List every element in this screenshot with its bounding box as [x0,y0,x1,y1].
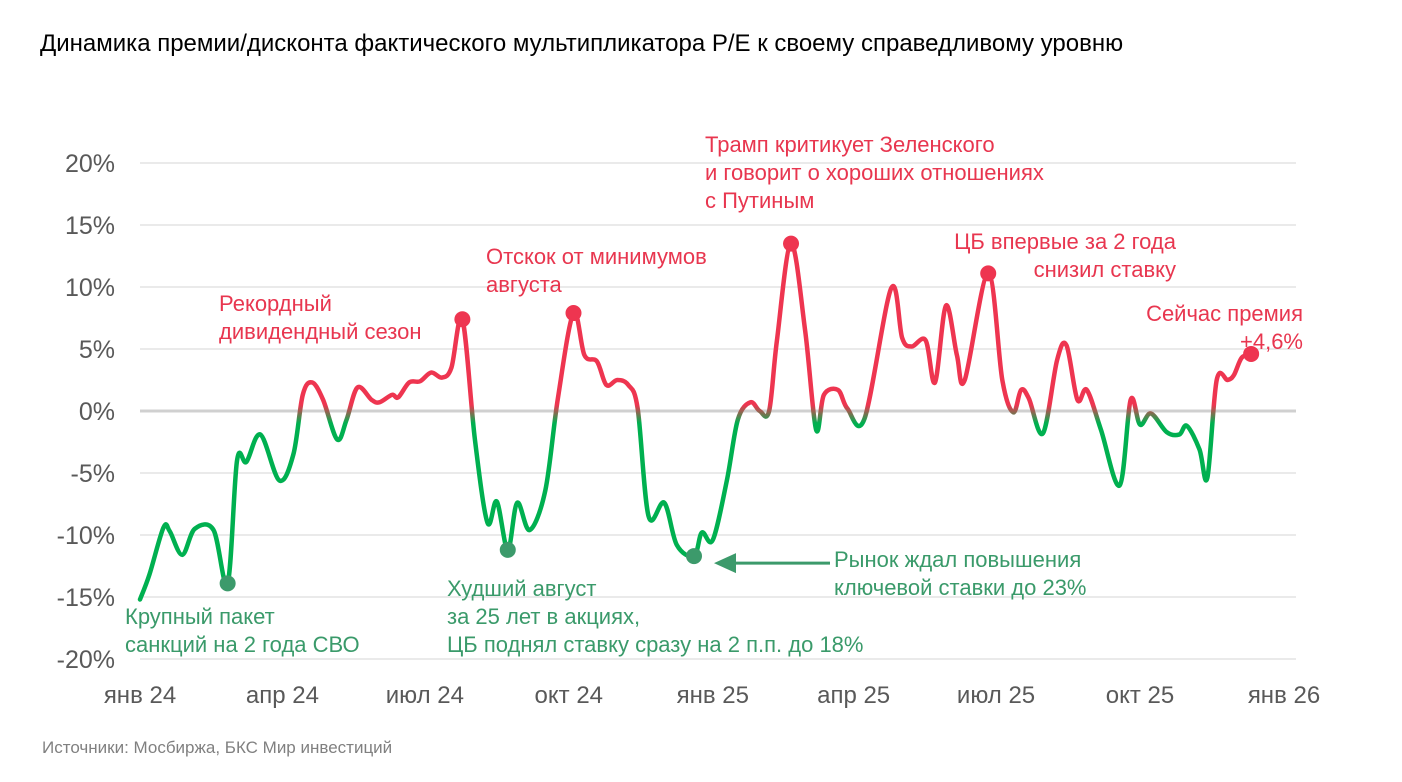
y-tick-label: 10% [65,274,115,302]
annotation-line: снизил ставку [1033,257,1176,282]
x-tick-label: окт 24 [535,682,603,709]
annotation-line: ключевой ставки до 23% [834,575,1087,600]
y-tick-label: 20% [65,150,115,178]
y-tick-label: -20% [57,646,115,674]
y-tick-label: -5% [71,460,115,488]
x-axis-ticks: янв 24 апр 24 июл 24 окт 24 янв 25 апр 25 июл … [104,682,1320,709]
arrow-head [714,553,737,574]
annotation-marker-now [1243,345,1260,362]
series-line-group [137,241,1254,602]
annotation-line: Рекордный [219,291,332,316]
x-tick-label: янв 26 [1248,682,1320,709]
annotation-marker-cbcut [980,265,997,282]
y-tick-label: 5% [79,336,115,364]
annotation-marker-dividends [454,311,471,328]
annotation-rate23: Рынок ждал повышения ключевой ставки до … [834,546,1087,602]
annotation-line: ЦБ впервые за 2 года [954,229,1176,254]
y-tick-label: -15% [57,584,115,612]
annotation-marker-sanctions [219,575,236,592]
x-tick-label: янв 24 [104,682,176,709]
y-tick-label: -10% [57,522,115,550]
annotation-line: дивидендный сезон [219,319,422,344]
annotation-line: +4,6% [1240,329,1303,354]
x-tick-label: июл 24 [386,682,464,709]
y-tick-label: 0% [79,398,115,426]
x-tick-label: апр 25 [817,682,890,709]
x-tick-label: апр 24 [246,682,319,709]
annotation-sanctions: Крупный пакет санкций на 2 года СВО [125,603,360,659]
annotation-line: Трамп критикует Зеленского [705,132,995,157]
annotation-trump: Трамп критикует Зеленского и говорит о х… [705,131,1044,215]
x-tick-label: июл 25 [957,682,1035,709]
annotation-rebound: Отскок от минимумов августа [486,243,707,299]
annotation-line: за 25 лет в акциях, [447,604,641,629]
annotation-dividends: Рекордный дивидендный сезон [219,290,422,346]
annotation-line: Рынок ждал повышения [834,547,1082,572]
annotation-august: Худший август за 25 лет в акциях, ЦБ под… [447,575,863,659]
annotation-marker-rebound [565,305,582,322]
annotation-now: Сейчас премия +4,6% [1100,300,1303,356]
annotation-line: ЦБ поднял ставку сразу на 2 п.п. до 18% [447,632,864,657]
annotation-cbcut: ЦБ впервые за 2 года снизил ставку [900,228,1176,284]
annotation-line: Отскок от минимумов [486,244,707,269]
annotation-line: и говорит о хороших отношениях [705,160,1044,185]
x-tick-label: янв 25 [677,682,749,709]
series-line [137,241,1254,602]
annotation-markers [219,235,1260,592]
annotation-line: Сейчас премия [1146,301,1303,326]
annotation-arrow [714,553,830,574]
annotation-line: Крупный пакет [125,604,275,629]
y-tick-label: 15% [65,212,115,240]
chart-title: Динамика премии/дисконта фактического му… [40,30,1124,57]
annotation-marker-trump [783,235,800,252]
annotation-marker-rate23 [686,548,703,565]
source-note: Источники: Мосбиржа, БКС Мир инвестиций [42,738,393,757]
y-axis-ticks: 20% 15% 10% 5% 0% -5% -10% -15% -20% [57,150,115,674]
grid [140,162,1296,660]
annotation-line: санкций на 2 года СВО [125,632,360,657]
annotation-line: августа [486,272,562,297]
annotation-line: Худший август [447,576,597,601]
x-tick-label: окт 25 [1106,682,1174,709]
annotation-marker-august [499,541,516,558]
annotation-line: с Путиным [705,188,815,213]
